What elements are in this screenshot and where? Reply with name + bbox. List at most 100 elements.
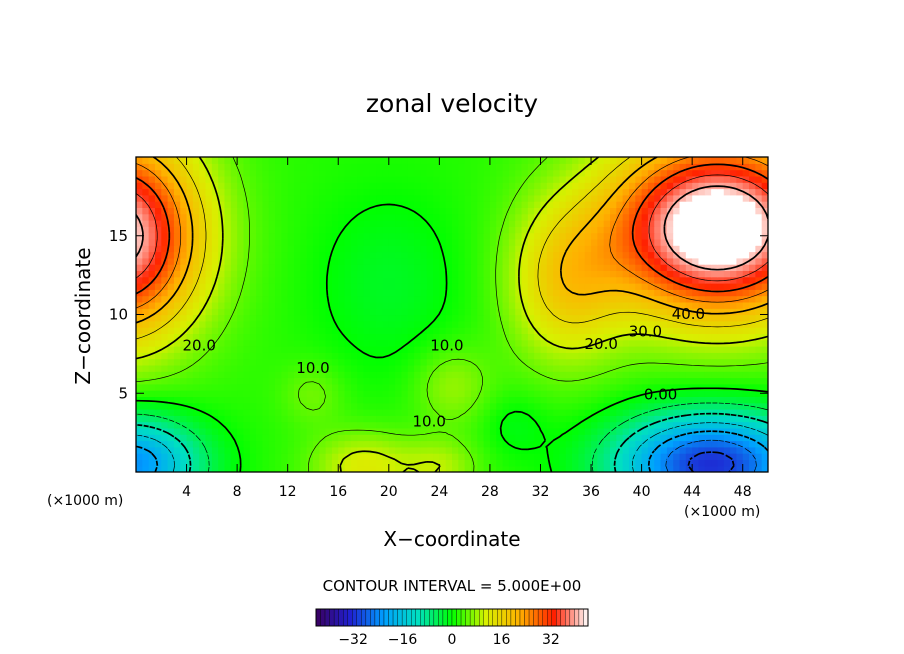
heatmap-cell <box>572 314 579 322</box>
heatmap-cell <box>704 157 712 164</box>
heatmap-cell <box>755 220 763 227</box>
heatmap-cell <box>382 264 390 271</box>
heatmap-cell <box>382 415 390 423</box>
heatmap-cell <box>635 308 643 316</box>
heatmap-cell <box>192 327 200 334</box>
heatmap-cell <box>553 251 561 259</box>
heatmap-cell <box>496 434 504 442</box>
heatmap-cell <box>508 289 516 297</box>
heatmap-cell <box>142 295 150 303</box>
heatmap-cell <box>357 346 365 353</box>
heatmap-cell <box>464 257 472 265</box>
heatmap-cell <box>230 390 238 397</box>
heatmap-cell <box>275 301 282 309</box>
heatmap-cell <box>654 295 662 303</box>
heatmap-cell <box>477 327 485 334</box>
heatmap-cell <box>249 383 257 391</box>
heatmap-cell <box>673 465 681 472</box>
heatmap-cell <box>578 182 586 190</box>
heatmap-cell <box>534 289 542 297</box>
heatmap-cell <box>742 327 750 334</box>
heatmap-cell <box>641 358 649 366</box>
heatmap-cell <box>660 251 668 259</box>
heatmap-cell <box>711 333 719 341</box>
heatmap-cell <box>584 371 592 379</box>
heatmap-cell <box>167 257 175 265</box>
heatmap-cell <box>647 320 655 328</box>
heatmap-cell <box>211 157 219 164</box>
heatmap-cell <box>559 440 567 448</box>
heatmap-cell <box>654 364 662 372</box>
heatmap-cell <box>508 390 516 397</box>
heatmap-cell <box>597 333 605 341</box>
heatmap-cell <box>692 371 700 379</box>
heatmap-cell <box>369 201 377 208</box>
heatmap-cell <box>300 427 308 435</box>
heatmap-cell <box>578 276 586 284</box>
heatmap-cell <box>534 175 542 183</box>
heatmap-cell <box>211 238 219 246</box>
heatmap-cell <box>723 358 731 366</box>
heatmap-cell <box>591 245 598 253</box>
heatmap-cell <box>730 238 737 246</box>
heatmap-cell <box>673 213 681 221</box>
heatmap-cell <box>136 383 143 391</box>
heatmap-cell <box>287 251 295 259</box>
heatmap-cell <box>414 421 421 429</box>
heatmap-cell <box>205 182 213 190</box>
heatmap-cell <box>717 346 725 353</box>
heatmap-cell <box>148 415 156 423</box>
heatmap-cell <box>388 333 396 341</box>
heatmap-cell <box>502 238 510 246</box>
heatmap-cell <box>597 276 605 284</box>
heatmap-cell <box>641 339 649 347</box>
heatmap-cell <box>395 402 403 410</box>
heatmap-cell <box>508 320 516 328</box>
heatmap-cell <box>610 220 617 227</box>
heatmap-cell <box>407 440 415 448</box>
heatmap-cell <box>173 201 181 208</box>
heatmap-cell <box>508 396 516 404</box>
heatmap-cell <box>730 175 737 183</box>
heatmap-cell <box>420 308 428 316</box>
heatmap-cell <box>723 383 731 391</box>
heatmap-cell <box>597 251 605 259</box>
heatmap-cell <box>527 358 535 366</box>
heatmap-cell <box>306 427 314 435</box>
heatmap-cell <box>603 440 611 448</box>
heatmap-cell <box>692 157 700 164</box>
heatmap-cell <box>692 238 700 246</box>
heatmap-cell <box>148 446 156 454</box>
heatmap-cell <box>685 163 693 171</box>
heatmap-cell <box>470 157 478 164</box>
heatmap-cell <box>704 377 712 385</box>
heatmap-cell <box>300 308 308 316</box>
heatmap-cell <box>616 201 624 208</box>
heatmap-cell <box>363 163 371 171</box>
heatmap-cell <box>325 213 333 221</box>
heatmap-cell <box>736 320 744 328</box>
heatmap-cell <box>142 220 150 227</box>
heatmap-cell <box>407 245 415 253</box>
heatmap-cell <box>647 352 655 360</box>
heatmap-cell <box>755 383 763 391</box>
heatmap-cell <box>654 314 662 322</box>
heatmap-cell <box>553 245 561 253</box>
heatmap-cell <box>199 421 207 429</box>
heatmap-cell <box>294 308 301 316</box>
heatmap-cell <box>717 358 725 366</box>
heatmap-cell <box>508 188 516 196</box>
heatmap-cell <box>218 270 226 278</box>
heatmap-cell <box>717 459 725 467</box>
heatmap-cell <box>515 358 523 366</box>
heatmap-cell <box>281 383 289 391</box>
heatmap-cell <box>628 188 636 196</box>
heatmap-cell <box>249 245 257 253</box>
heatmap-cell <box>572 409 579 416</box>
heatmap-cell <box>433 301 440 309</box>
heatmap-cell <box>647 427 655 435</box>
heatmap-cell <box>685 402 693 410</box>
heatmap-cell <box>369 163 377 171</box>
heatmap-cell <box>294 232 301 240</box>
heatmap-cell <box>723 364 731 372</box>
